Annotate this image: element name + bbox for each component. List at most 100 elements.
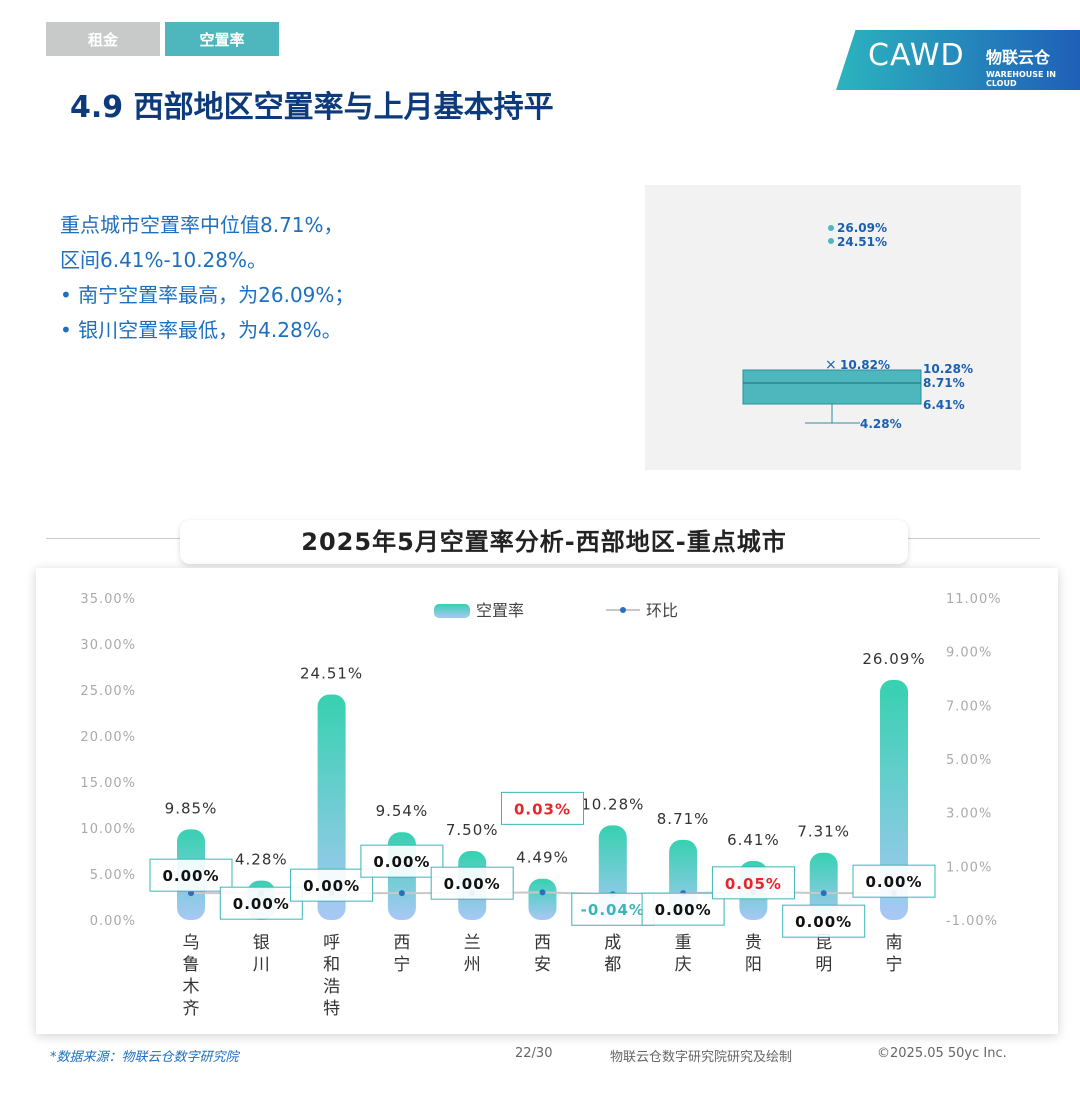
bar [317, 694, 346, 920]
y-right-tick: -1.00% [946, 914, 998, 929]
bar [880, 679, 908, 920]
mom-label-box [852, 864, 936, 898]
combo-chart: 0.00% 5.00% 10.00% 15.00% 20.00% 25.00% 30.00%… [80, 592, 1002, 1019]
x-tick-label: 安 [534, 955, 551, 975]
mom-label-box [711, 866, 795, 900]
mom-label: 0.05% [725, 875, 782, 893]
legend-point-swatch [620, 607, 626, 613]
y-left-tick: 15.00% [80, 776, 136, 791]
summary-line: • 南宁空置率最高，为26.09%； [60, 283, 355, 307]
bar-value-label: 8.71% [657, 810, 710, 828]
x-tick-label: 兰 [464, 933, 481, 953]
x-tick-label: 鲁 [183, 955, 200, 975]
y-right-tick: 9.00% [946, 646, 992, 661]
bar [809, 852, 838, 920]
y-right-tick: 7.00% [946, 699, 992, 714]
legend-bar-swatch [434, 604, 470, 618]
tab-vacancy[interactable]: 空置率 [165, 22, 279, 56]
mom-label: 0.00% [655, 901, 712, 919]
x-tick-label: 宁 [393, 955, 410, 975]
y-right-tick: 1.00% [946, 860, 992, 875]
summary: 重点城市空置率中位值8.71%， 区间6.41%-10.28%。 • 南宁空置率… [60, 208, 354, 348]
mom-label-box [571, 892, 655, 926]
box-plot: × 26.09% 24.51% 10.82% 10.28% 8.71% 6.41… [645, 185, 1021, 470]
mom-label-box [149, 858, 233, 892]
y-right-tick: 11.00% [946, 592, 1002, 607]
bar-value-label: 10.28% [581, 795, 644, 813]
x-tick-label: 南 [886, 933, 903, 953]
y-left-tick: 30.00% [80, 638, 136, 653]
x-tick-label: 木 [183, 977, 200, 997]
x-tick-label: 州 [464, 955, 481, 975]
mom-label-box [782, 904, 866, 938]
data-source: *数据来源：物联云仓数字研究院 [50, 1050, 239, 1065]
bar-value-label: 6.41% [727, 831, 780, 849]
x-tick-label: 阳 [745, 955, 762, 975]
mom-label: 0.03% [514, 800, 571, 818]
y-right-tick: 3.00% [946, 807, 992, 822]
tab-rent[interactable]: 租金 [46, 22, 160, 56]
bar-value-label: 4.28% [235, 851, 288, 869]
mom-label-box [219, 886, 303, 920]
mom-label-box [641, 892, 725, 926]
logo: CAWD 物联云仓 WAREHOUSE IN CLOUD [836, 30, 1080, 90]
x-tick-label: 和 [323, 955, 340, 975]
mean-marker: × [825, 357, 837, 373]
page-title: 4.9 西部地区空置率与上月基本持平 [70, 90, 554, 125]
x-tick-label: 银 [253, 933, 270, 953]
y-left-tick: 25.00% [80, 684, 136, 699]
y-right-tick: 5.00% [946, 753, 992, 768]
x-tick-label: 浩 [323, 977, 340, 997]
mom-label: 0.00% [444, 875, 501, 893]
box [742, 369, 922, 405]
copyright: ©2025.05 50yc Inc. [877, 1046, 1007, 1061]
x-tick-label: 特 [323, 999, 340, 1019]
x-tick-label: 宁 [886, 955, 903, 975]
mom-label: 0.00% [233, 895, 290, 913]
mom-label: 0.00% [865, 873, 922, 891]
summary-line: 重点城市空置率中位值8.71%， [60, 213, 344, 237]
outlier-point [828, 225, 834, 231]
bar-value-label: 9.54% [376, 802, 429, 820]
x-tick-label: 西 [534, 933, 551, 953]
mom-label: 0.00% [162, 867, 219, 885]
mom-label-box [501, 791, 584, 825]
y-left-tick: 10.00% [80, 822, 136, 837]
chart-card: 0.00% 5.00% 10.00% 15.00% 20.00% 25.00% 30.00%… [36, 568, 1058, 1034]
x-tick-label: 重 [675, 933, 692, 953]
logo-brand: 物联云仓 [986, 48, 1051, 67]
mom-label-box [290, 868, 374, 902]
bar-value-label: 4.49% [516, 849, 569, 867]
x-tick-label: 乌 [183, 933, 200, 953]
outlier-point [828, 238, 834, 244]
mom-label: -0.04% [581, 901, 645, 919]
bar-value-label: 9.85% [165, 799, 218, 817]
legend-label: 空置率 [476, 601, 524, 620]
page-number: 22/30 [515, 1046, 553, 1061]
bar-value-label: 7.50% [446, 821, 499, 839]
outlier-label: 24.51% [837, 235, 887, 249]
mom-label-box [430, 866, 514, 900]
mom-label: 0.00% [795, 913, 852, 931]
q3-label: 10.28% [923, 362, 973, 376]
logo-cawd: CAWD [868, 38, 965, 73]
q1-label: 6.41% [923, 398, 965, 412]
x-tick-label: 贵 [745, 933, 762, 953]
median-label: 8.71% [923, 376, 965, 390]
mom-label-box [360, 844, 444, 878]
y-left-tick: 35.00% [80, 592, 136, 607]
x-tick-label: 呼 [323, 933, 340, 953]
bar-value-label: 24.51% [300, 665, 363, 683]
x-tick-label: 昆 [815, 933, 832, 953]
legend-label: 环比 [646, 601, 678, 620]
min-label: 4.28% [860, 417, 902, 431]
x-tick-label: 西 [393, 933, 410, 953]
bar [528, 878, 557, 920]
mean-label: 10.82% [840, 358, 890, 372]
x-tick-label: 都 [604, 955, 621, 975]
line-point [398, 890, 405, 897]
outlier-label: 26.09% [837, 221, 887, 235]
y-left-tick: 20.00% [80, 730, 136, 745]
x-tick-label: 川 [253, 955, 270, 975]
line-point [820, 890, 827, 897]
